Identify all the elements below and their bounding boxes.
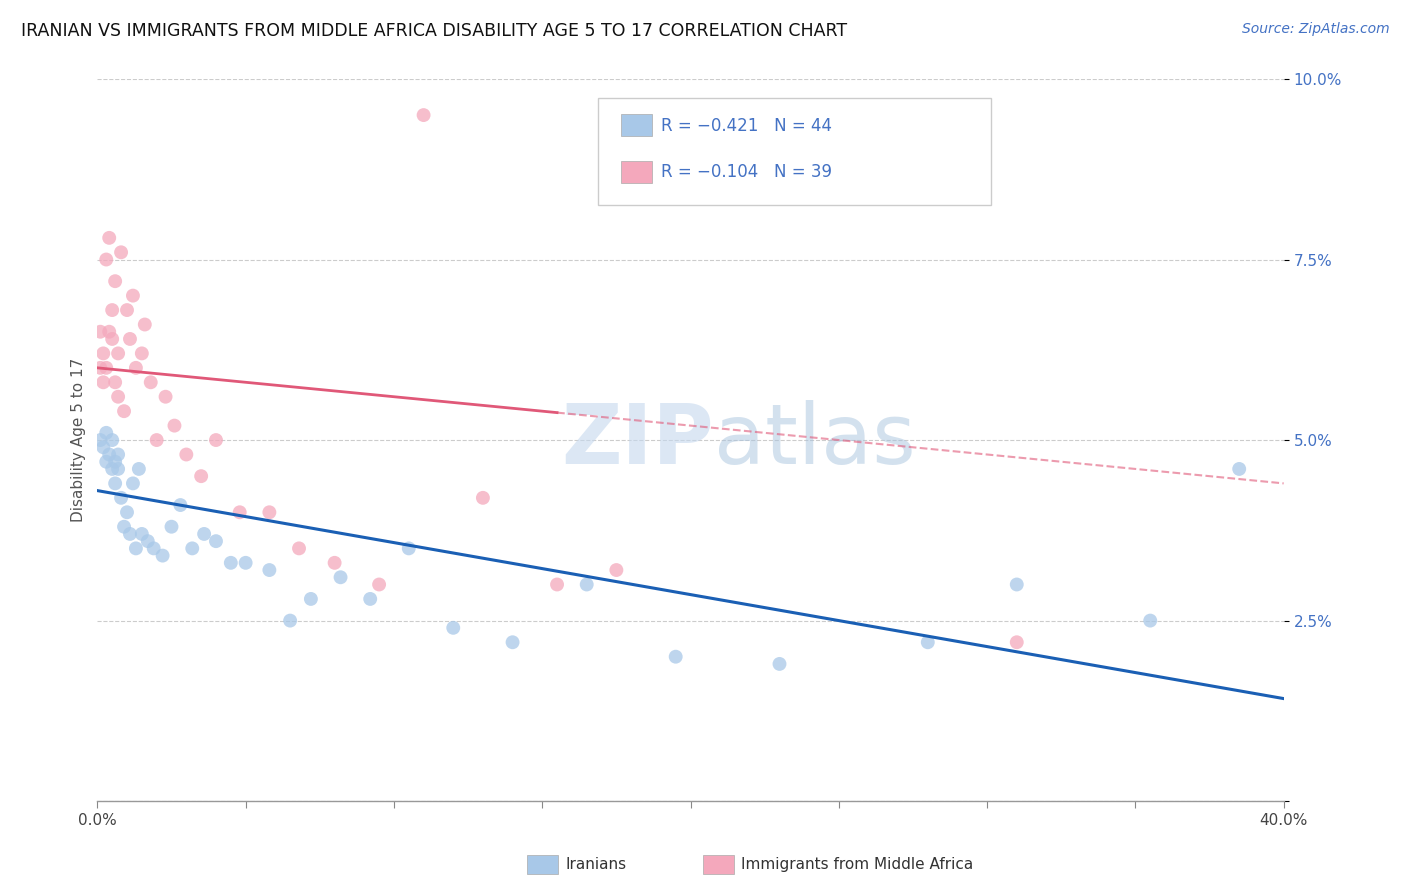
Point	[134, 318, 156, 332]
Point	[104, 274, 127, 288]
Point	[471, 491, 494, 505]
Point	[917, 635, 939, 649]
Point	[235, 556, 257, 570]
Point	[169, 498, 191, 512]
Point	[1005, 635, 1028, 649]
Point	[219, 556, 242, 570]
Point	[412, 108, 434, 122]
Point	[104, 455, 127, 469]
Point	[110, 491, 132, 505]
Point	[193, 527, 215, 541]
Point	[278, 614, 301, 628]
Point	[329, 570, 352, 584]
Text: Source: ZipAtlas.com: Source: ZipAtlas.com	[1241, 22, 1389, 37]
Point	[96, 252, 118, 267]
Text: atlas: atlas	[714, 400, 915, 481]
Point	[665, 649, 688, 664]
Point	[259, 505, 281, 519]
Point	[96, 455, 118, 469]
Point	[145, 433, 167, 447]
Point	[139, 376, 162, 390]
Point	[155, 390, 177, 404]
Point	[101, 433, 124, 447]
Point	[107, 346, 129, 360]
Point	[104, 376, 127, 390]
Point	[398, 541, 420, 556]
Point	[128, 462, 150, 476]
Point	[91, 346, 114, 360]
Point	[107, 390, 129, 404]
Point	[205, 534, 228, 549]
Text: ZIP: ZIP	[562, 400, 714, 481]
Point	[112, 404, 135, 418]
Point	[101, 462, 124, 476]
Point	[96, 360, 118, 375]
Point	[323, 556, 346, 570]
Point	[181, 541, 204, 556]
Text: Iranians: Iranians	[565, 857, 626, 871]
Point	[125, 541, 148, 556]
Point	[131, 527, 153, 541]
Point	[131, 346, 153, 360]
Point	[441, 621, 464, 635]
Point	[288, 541, 311, 556]
Point	[98, 325, 121, 339]
Point	[152, 549, 174, 563]
Point	[89, 325, 111, 339]
Point	[118, 527, 141, 541]
Text: IRANIAN VS IMMIGRANTS FROM MIDDLE AFRICA DISABILITY AGE 5 TO 17 CORRELATION CHAR: IRANIAN VS IMMIGRANTS FROM MIDDLE AFRICA…	[21, 22, 848, 40]
Point	[101, 303, 124, 318]
Point	[110, 245, 132, 260]
Point	[104, 476, 127, 491]
Point	[101, 332, 124, 346]
Point	[190, 469, 212, 483]
Point	[98, 448, 121, 462]
Point	[605, 563, 627, 577]
Point	[575, 577, 598, 591]
Point	[118, 332, 141, 346]
Point	[115, 303, 138, 318]
Point	[299, 591, 322, 606]
Point	[91, 440, 114, 454]
Point	[122, 288, 145, 302]
Point	[107, 448, 129, 462]
Point	[136, 534, 159, 549]
Point	[502, 635, 524, 649]
Point	[112, 519, 135, 533]
Text: Immigrants from Middle Africa: Immigrants from Middle Africa	[741, 857, 973, 871]
Point	[1139, 614, 1161, 628]
Point	[1005, 577, 1028, 591]
Point	[98, 231, 121, 245]
Point	[122, 476, 145, 491]
Point	[160, 519, 183, 533]
Point	[96, 425, 118, 440]
Point	[228, 505, 250, 519]
Point	[125, 360, 148, 375]
Point	[259, 563, 281, 577]
Point	[115, 505, 138, 519]
Point	[205, 433, 228, 447]
Text: R = −0.104   N = 39: R = −0.104 N = 39	[661, 163, 832, 181]
Point	[546, 577, 568, 591]
Point	[176, 448, 198, 462]
Point	[89, 360, 111, 375]
Point	[359, 591, 381, 606]
Point	[91, 376, 114, 390]
Y-axis label: Disability Age 5 to 17: Disability Age 5 to 17	[72, 358, 86, 522]
Point	[163, 418, 186, 433]
Point	[368, 577, 391, 591]
Point	[768, 657, 790, 671]
Point	[1227, 462, 1250, 476]
Point	[89, 433, 111, 447]
Text: R = −0.421   N = 44: R = −0.421 N = 44	[661, 117, 832, 135]
Point	[142, 541, 165, 556]
Point	[107, 462, 129, 476]
